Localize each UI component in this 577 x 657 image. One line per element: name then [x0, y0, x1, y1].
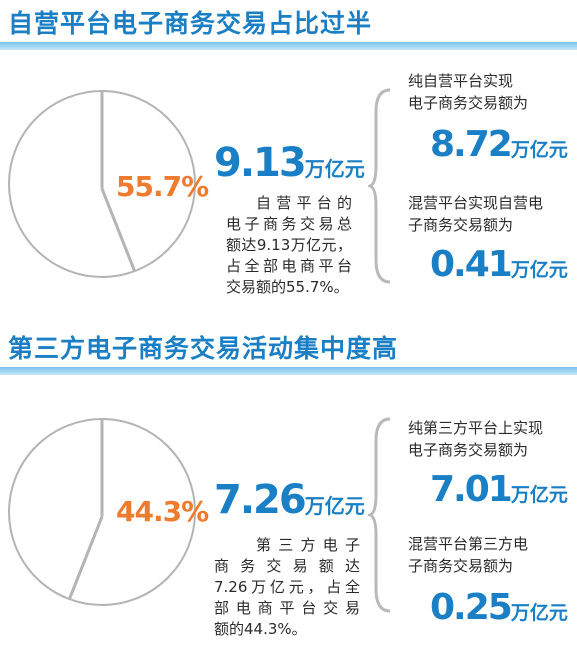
- section-self-operated: 自营平台电子商务交易占比过半 55.7% 9.13万亿元 自营平台的 电子商务交…: [0, 0, 577, 325]
- item-unit: 万亿元: [510, 602, 568, 624]
- item-unit: 万亿元: [510, 259, 568, 281]
- item-number: 0.41: [430, 244, 513, 285]
- desc-line: 额达9.13万亿元，: [226, 236, 352, 254]
- item-label-line: 电子商务交易额为: [408, 94, 529, 112]
- title-rule: [0, 42, 577, 50]
- total-unit: 万亿元: [304, 157, 365, 181]
- item-number: 7.01: [430, 469, 513, 510]
- desc-line: 第三方电子: [256, 536, 360, 554]
- desc-line: 自营平台的: [256, 194, 352, 212]
- item-label-line: 混营平台第三方电: [408, 535, 529, 553]
- description: 第三方电子 商务交易额达 7.26万亿元，占全 部电商平台交易 额的44.3%。: [214, 535, 360, 640]
- item-value: 0.25万亿元: [430, 587, 568, 628]
- desc-line: 商务交易额达: [214, 557, 360, 575]
- total-value: 7.26万亿元: [214, 477, 365, 523]
- brace-icon: [368, 88, 391, 284]
- desc-line: 额的44.3%。: [214, 620, 307, 638]
- brace-icon: [368, 417, 391, 613]
- desc-line: 部电商平台交易: [214, 599, 360, 617]
- total-number: 7.26: [214, 477, 307, 523]
- item-label: 纯自营平台实现 电子商务交易额为: [408, 70, 528, 114]
- item-number: 0.25: [430, 587, 513, 628]
- description: 自营平台的 电子商务交易总 额达9.13万亿元， 占全部电商平台 交易额的55.…: [226, 193, 352, 298]
- item-unit: 万亿元: [510, 139, 568, 161]
- item-value: 8.72万亿元: [430, 124, 568, 165]
- total-number: 9.13: [214, 140, 307, 186]
- pie-percent-label: 55.7%: [116, 170, 209, 203]
- pie-chart-third-party: [8, 418, 196, 606]
- pie-radius-end: [100, 188, 136, 272]
- item-label-line: 纯自营平台实现: [408, 72, 514, 90]
- item-value: 7.01万亿元: [430, 469, 568, 510]
- item-number: 8.72: [430, 124, 513, 165]
- desc-line: 7.26万亿元，占全: [214, 578, 360, 596]
- section-third-party: 第三方电子商务交易活动集中度高 44.3% 7.26万亿元 第三方电子 商务交易…: [0, 325, 577, 657]
- item-label-line: 混营平台实现自营电: [408, 194, 544, 212]
- title-rule: [0, 367, 577, 375]
- item-label-line: 子商务交易额为: [408, 216, 514, 234]
- total-value: 9.13万亿元: [214, 140, 365, 186]
- item-label: 混营平台第三方电 子商务交易额为: [408, 533, 528, 577]
- desc-line: 电子商务交易总: [226, 215, 352, 233]
- pie-chart-self-operated: [8, 90, 196, 278]
- desc-line: 交易额的55.7%。: [226, 278, 349, 296]
- total-unit: 万亿元: [304, 494, 365, 518]
- item-unit: 万亿元: [510, 484, 568, 506]
- pie-percent-label: 44.3%: [116, 495, 209, 528]
- item-label-line: 子商务交易额为: [408, 557, 514, 575]
- item-label-line: 纯第三方平台上实现: [408, 419, 544, 437]
- item-label: 混营平台实现自营电 子商务交易额为: [408, 192, 543, 236]
- section-title: 自营平台电子商务交易占比过半: [8, 9, 373, 38]
- desc-line: 占全部电商平台: [226, 257, 352, 275]
- section-title: 第三方电子商务交易活动集中度高: [8, 334, 399, 363]
- item-label: 纯第三方平台上实现 电子商务交易额为: [408, 417, 543, 461]
- pie-radius-end: [68, 516, 104, 600]
- item-label-line: 电子商务交易额为: [408, 441, 529, 459]
- item-value: 0.41万亿元: [430, 244, 568, 285]
